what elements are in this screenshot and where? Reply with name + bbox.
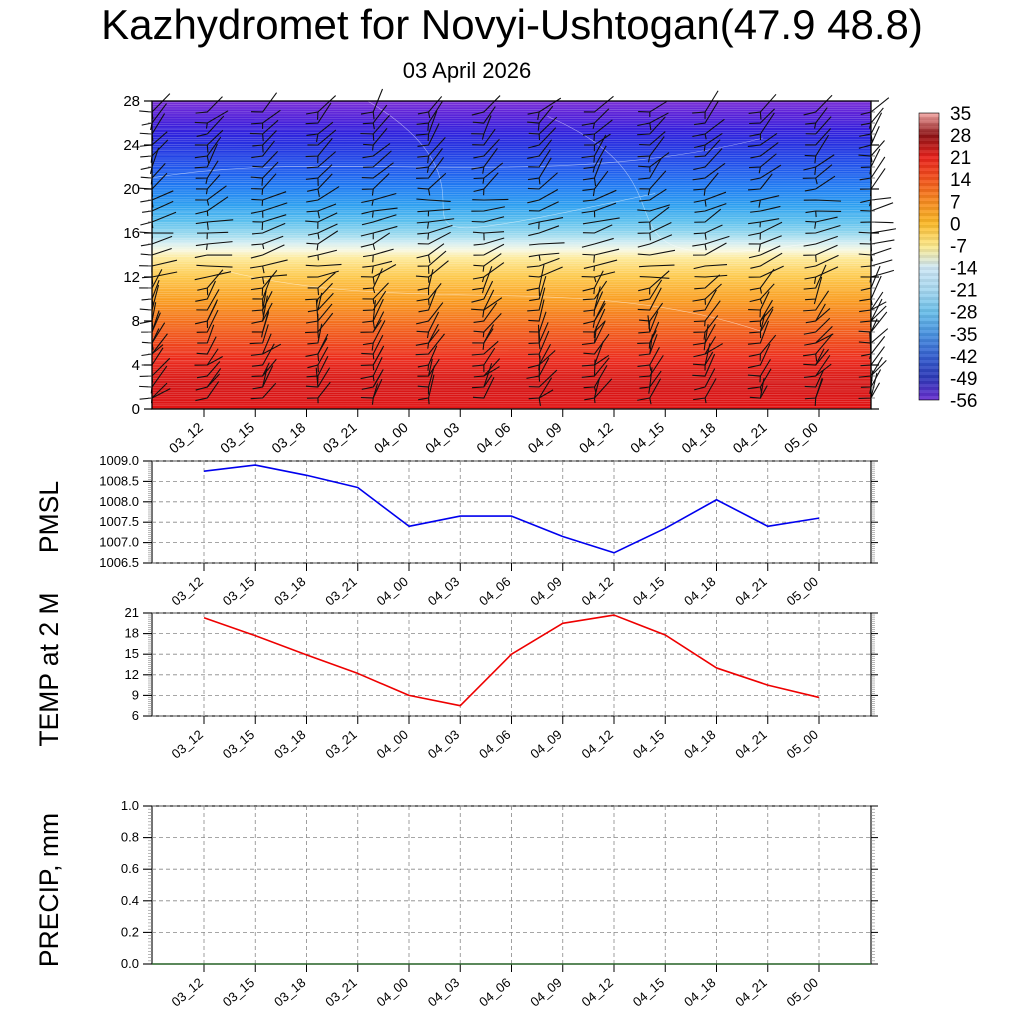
svg-text:04_06: 04_06 [476,574,513,609]
svg-text:9: 9 [132,687,139,702]
svg-text:04_21: 04_21 [732,975,769,1010]
svg-text:04_06: 04_06 [476,975,513,1010]
svg-text:03_12: 03_12 [169,574,206,609]
svg-text:15: 15 [125,646,139,661]
svg-text:05_00: 05_00 [784,975,821,1010]
svg-text:12: 12 [125,667,139,682]
svg-text:04_18: 04_18 [681,727,718,762]
svg-text:PMSL: PMSL [34,481,64,553]
svg-text:-28: -28 [950,303,977,324]
svg-text:04_15: 04_15 [630,574,667,609]
svg-text:04_03: 04_03 [425,727,462,762]
svg-text:05_00: 05_00 [784,574,821,609]
svg-text:12: 12 [123,269,140,286]
svg-text:04_09: 04_09 [527,727,564,762]
svg-text:05_00: 05_00 [781,419,821,456]
svg-text:03_12: 03_12 [169,727,206,762]
svg-text:-35: -35 [950,325,977,346]
svg-text:-56: -56 [950,391,977,412]
svg-text:-21: -21 [950,281,977,302]
svg-text:0.0: 0.0 [121,956,139,971]
svg-text:03_15: 03_15 [217,419,257,456]
svg-text:03_18: 03_18 [271,975,308,1010]
svg-text:03_15: 03_15 [220,727,257,762]
svg-text:0.4: 0.4 [121,893,139,908]
svg-text:04_06: 04_06 [476,727,513,762]
svg-text:1009.0: 1009.0 [99,453,139,468]
svg-text:03_12: 03_12 [169,975,206,1010]
svg-text:1007.5: 1007.5 [99,514,139,529]
svg-text:04_09: 04_09 [527,574,564,609]
svg-text:0.6: 0.6 [121,861,139,876]
svg-text:21: 21 [950,148,971,169]
svg-text:16: 16 [123,225,140,242]
svg-text:20: 20 [123,181,140,198]
svg-text:04_00: 04_00 [374,975,411,1010]
svg-text:1006.5: 1006.5 [99,555,139,570]
svg-text:04_00: 04_00 [371,419,411,456]
svg-text:0.2: 0.2 [121,924,139,939]
svg-text:03_21: 03_21 [322,574,359,609]
svg-text:04_09: 04_09 [525,419,565,456]
svg-text:-7: -7 [950,236,967,257]
svg-text:-14: -14 [950,259,978,280]
svg-text:4: 4 [132,357,140,374]
svg-text:04_18: 04_18 [681,574,718,609]
svg-text:-49: -49 [950,369,977,390]
svg-text:0: 0 [132,401,140,418]
svg-text:21: 21 [125,605,139,620]
svg-text:24: 24 [123,137,140,154]
svg-text:1007.0: 1007.0 [99,535,139,550]
svg-text:03_18: 03_18 [271,727,308,762]
svg-text:04_15: 04_15 [627,419,667,456]
svg-text:04_21: 04_21 [730,419,770,456]
svg-text:04_12: 04_12 [579,975,616,1010]
svg-text:05_00: 05_00 [784,727,821,762]
svg-text:03_18: 03_18 [268,419,308,456]
svg-text:03_21: 03_21 [322,975,359,1010]
svg-text:6: 6 [132,708,139,723]
svg-text:0.8: 0.8 [121,830,139,845]
svg-text:1008.5: 1008.5 [99,473,139,488]
svg-text:03_15: 03_15 [220,574,257,609]
svg-text:04_15: 04_15 [630,975,667,1010]
svg-text:04_12: 04_12 [579,574,616,609]
svg-text:7: 7 [950,192,961,213]
svg-text:PRECIP, mm: PRECIP, mm [34,813,64,967]
svg-text:04_00: 04_00 [374,574,411,609]
svg-text:14: 14 [950,170,972,191]
svg-text:35: 35 [950,104,971,125]
svg-text:8: 8 [132,313,140,330]
svg-text:04_03: 04_03 [422,419,462,456]
svg-text:TEMP at 2 M: TEMP at 2 M [34,592,64,746]
svg-text:04_18: 04_18 [678,419,718,456]
svg-text:03_15: 03_15 [220,975,257,1010]
svg-text:03_21: 03_21 [322,727,359,762]
svg-text:03_21: 03_21 [320,419,360,456]
svg-text:04_15: 04_15 [630,727,667,762]
svg-text:1008.0: 1008.0 [99,494,139,509]
svg-text:18: 18 [125,626,139,641]
svg-text:0: 0 [950,214,961,235]
svg-text:28: 28 [123,93,140,110]
svg-text:-42: -42 [950,347,977,368]
svg-text:04_21: 04_21 [732,727,769,762]
svg-text:04_12: 04_12 [576,419,616,456]
svg-text:04_09: 04_09 [527,975,564,1010]
svg-text:04_00: 04_00 [374,727,411,762]
svg-text:04_12: 04_12 [579,727,616,762]
svg-text:1.0: 1.0 [121,798,139,813]
svg-text:04_03: 04_03 [425,975,462,1010]
svg-text:03_18: 03_18 [271,574,308,609]
svg-text:04_06: 04_06 [473,419,513,456]
svg-text:04_18: 04_18 [681,975,718,1010]
svg-text:03_12: 03_12 [166,419,206,456]
svg-text:04_03: 04_03 [425,574,462,609]
svg-text:04_21: 04_21 [732,574,769,609]
svg-text:28: 28 [950,126,971,147]
